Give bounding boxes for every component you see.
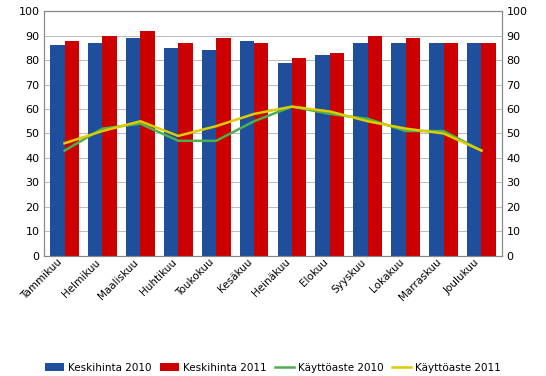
Bar [164, 48, 178, 256]
Bar [50, 45, 64, 256]
Bar [353, 43, 368, 256]
Bar [467, 43, 482, 256]
Bar [103, 36, 117, 256]
Bar [368, 36, 382, 256]
Bar [126, 38, 140, 256]
Bar [330, 53, 345, 256]
Bar [406, 38, 420, 256]
Bar [316, 55, 330, 256]
Bar [64, 41, 79, 256]
Bar [482, 43, 496, 256]
Bar [178, 43, 193, 256]
Bar [292, 58, 306, 256]
Bar [140, 31, 155, 256]
Bar [443, 43, 458, 256]
Bar [240, 41, 254, 256]
Bar [201, 50, 216, 256]
Bar [254, 43, 269, 256]
Bar [429, 43, 443, 256]
Bar [277, 63, 292, 256]
Legend: Keskihinta 2010, Keskihinta 2011, Käyttöaste 2010, Käyttöaste 2011: Keskihinta 2010, Keskihinta 2011, Käyttö… [45, 363, 501, 373]
Bar [391, 43, 406, 256]
Bar [216, 38, 230, 256]
Bar [88, 43, 103, 256]
